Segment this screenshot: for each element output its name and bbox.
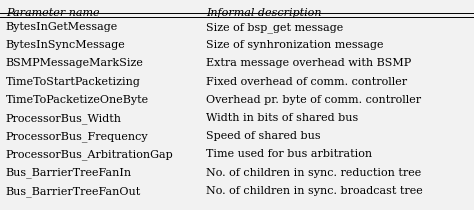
- Text: No. of children in sync. reduction tree: No. of children in sync. reduction tree: [206, 168, 421, 178]
- Text: Bus_BarrierTreeFanIn: Bus_BarrierTreeFanIn: [6, 168, 132, 178]
- Text: ProcessorBus_Width: ProcessorBus_Width: [6, 113, 122, 124]
- Text: Size of synhronization message: Size of synhronization message: [206, 40, 383, 50]
- Text: Overhead pr. byte of comm. controller: Overhead pr. byte of comm. controller: [206, 95, 421, 105]
- Text: Fixed overhead of comm. controller: Fixed overhead of comm. controller: [206, 77, 407, 87]
- Text: Time used for bus arbitration: Time used for bus arbitration: [206, 149, 372, 159]
- Text: Extra message overhead with BSMP: Extra message overhead with BSMP: [206, 58, 411, 68]
- Text: Bus_BarrierTreeFanOut: Bus_BarrierTreeFanOut: [6, 186, 141, 197]
- Text: ProcessorBus_ArbitrationGap: ProcessorBus_ArbitrationGap: [6, 149, 173, 160]
- Text: BytesInGetMessage: BytesInGetMessage: [6, 22, 118, 32]
- Text: Width in bits of shared bus: Width in bits of shared bus: [206, 113, 358, 123]
- Text: ProcessorBus_Frequency: ProcessorBus_Frequency: [6, 131, 148, 142]
- Text: TimeToPacketizeOneByte: TimeToPacketizeOneByte: [6, 95, 149, 105]
- Text: Informal description: Informal description: [206, 8, 322, 18]
- Text: Speed of shared bus: Speed of shared bus: [206, 131, 321, 141]
- Text: Parameter name: Parameter name: [6, 8, 100, 18]
- Text: BytesInSyncMessage: BytesInSyncMessage: [6, 40, 126, 50]
- Text: BSMPMessageMarkSize: BSMPMessageMarkSize: [6, 58, 144, 68]
- Text: Size of bsp_get message: Size of bsp_get message: [206, 22, 344, 33]
- Text: TimeToStartPacketizing: TimeToStartPacketizing: [6, 77, 141, 87]
- Text: No. of children in sync. broadcast tree: No. of children in sync. broadcast tree: [206, 186, 423, 196]
